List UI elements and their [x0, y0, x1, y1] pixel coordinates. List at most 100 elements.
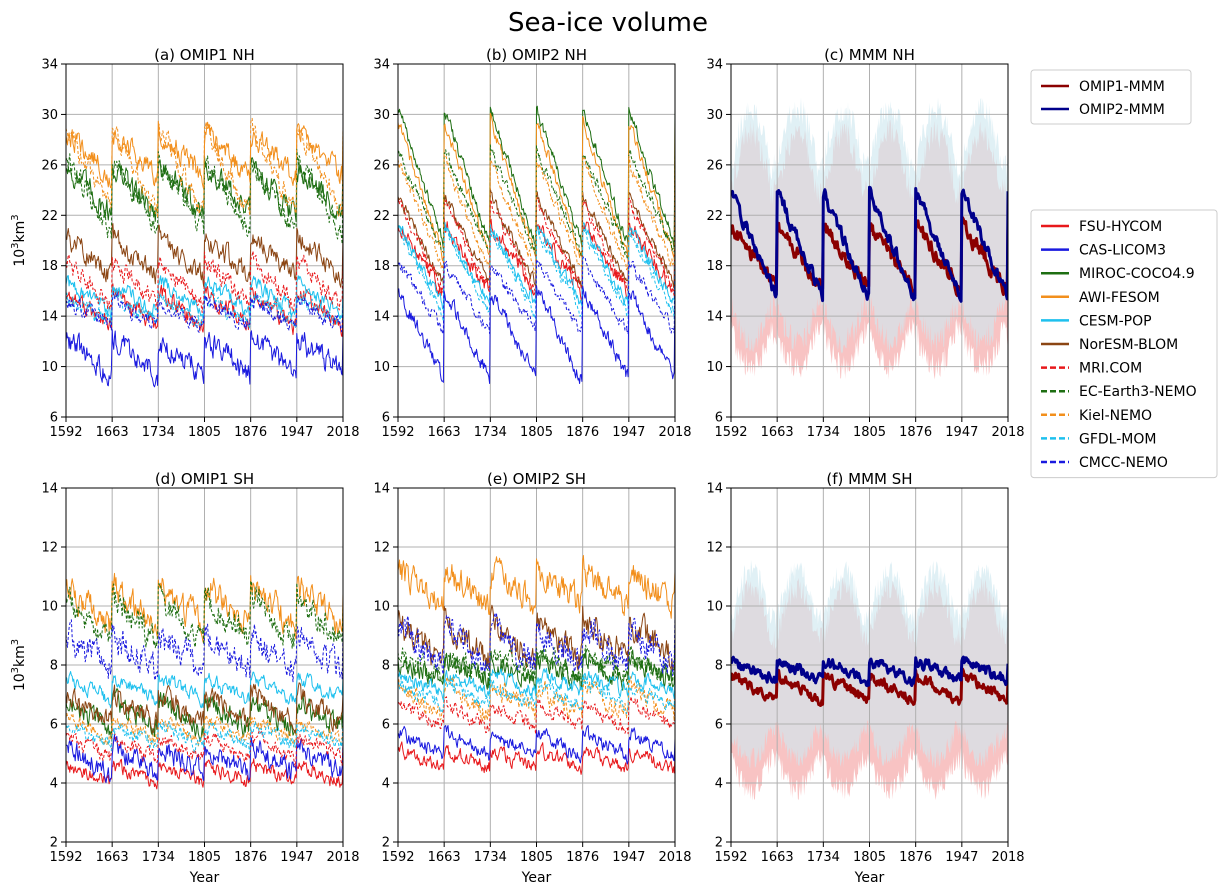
x-tick-label: 1947: [280, 850, 313, 865]
series-line-cmcc-nemo: [398, 256, 675, 335]
y-tick-label: 4: [382, 777, 390, 792]
x-tick-label: 1592: [49, 425, 82, 440]
x-axis-label: Year: [521, 870, 552, 886]
x-tick-label: 2018: [326, 850, 359, 865]
x-tick-label: 1663: [96, 425, 129, 440]
y-tick-label: 6: [50, 411, 58, 426]
y-tick-label: 10: [373, 360, 390, 375]
legend-label: MRI.COM: [1079, 361, 1142, 377]
series-line-cas-licom3: [66, 329, 343, 388]
y-tick-label: 10: [706, 600, 723, 615]
y-tick-label: 8: [382, 659, 390, 674]
y-tick-label: 34: [706, 58, 723, 73]
x-tick-label: 1592: [49, 850, 82, 865]
x-tick-label: 1734: [474, 850, 507, 865]
series-line-ec-earth3-nemo: [398, 640, 675, 688]
y-tick-label: 12: [373, 541, 390, 556]
legend-box: [1030, 69, 1192, 125]
x-tick-label: 1663: [428, 850, 461, 865]
y-tick-label: 10: [373, 600, 390, 615]
x-tick-label: 1805: [520, 425, 553, 440]
panel-title: (d) OMIP1 SH: [155, 470, 254, 488]
x-axis-label: Year: [189, 870, 220, 886]
panels: 1592 1663 1734 1805 1876 1947 2018610141822263…: [10, 46, 1025, 886]
y-tick-label: 10: [41, 600, 58, 615]
x-tick-label: 1734: [142, 850, 175, 865]
y-tick-label: 12: [41, 541, 58, 556]
x-tick-label: 1592: [714, 425, 747, 440]
series-line-gfdl-mom: [398, 676, 675, 715]
y-tick-label: 4: [50, 777, 58, 792]
legend-label: CAS-LICOM3: [1079, 243, 1166, 259]
x-tick-label: 1663: [428, 425, 461, 440]
panel-title: (a) OMIP1 NH: [154, 46, 255, 64]
y-tick-label: 6: [382, 718, 390, 733]
y-axis-label: 103km3: [10, 639, 28, 691]
x-tick-label: 1876: [566, 850, 599, 865]
series-line-cmcc-nemo: [66, 619, 343, 683]
legend-label: Kiel-NEMO: [1079, 408, 1152, 424]
panel-title: (c) MMM NH: [824, 46, 915, 64]
series-group: [398, 105, 675, 384]
legend-label: CESM-POP: [1079, 313, 1152, 329]
y-tick-label: 10: [706, 360, 723, 375]
x-tick-label: 1592: [381, 850, 414, 865]
panel-title: (f) MMM SH: [826, 470, 912, 488]
y-tick-label: 6: [50, 718, 58, 733]
legend-box: [1030, 209, 1218, 479]
series-line-cmcc-nemo: [66, 292, 343, 333]
series-line-omip2-mmm: [731, 185, 1008, 303]
y-tick-label: 14: [41, 310, 58, 325]
panel-e: 1592 1663 1734 1805 1876 1947 2018 2 4 6 8 10 12 14 (e…: [373, 470, 691, 886]
y-tick-label: 14: [373, 310, 390, 325]
x-tick-label: 1663: [96, 850, 129, 865]
legend-label: NorESM-BLOM: [1079, 337, 1178, 353]
y-tick-label: 12: [706, 541, 723, 556]
legend-models: FSU-HYCOM CAS-LICOM3 MIROC-COCO4.9 AWI-FESO…: [1030, 209, 1218, 479]
series-line-miroc-coco4-9: [398, 105, 675, 251]
x-tick-label: 1876: [899, 425, 932, 440]
x-tick-label: 1663: [761, 425, 794, 440]
y-tick-label: 18: [373, 259, 390, 274]
x-tick-label: 2018: [658, 425, 691, 440]
legend-mmm: OMIP1-MMM OMIP2-MMM: [1030, 69, 1192, 125]
x-tick-label: 1876: [234, 425, 267, 440]
series-line-kiel-nemo: [398, 155, 675, 275]
x-axis-label: Year: [854, 870, 885, 886]
series-group: [66, 572, 343, 790]
panel-title: (b) OMIP2 NH: [486, 46, 587, 64]
panel-title: (e) OMIP2 SH: [487, 470, 586, 488]
series-line-cesm-pop: [398, 667, 675, 701]
x-tick-label: 1805: [853, 425, 886, 440]
x-tick-label: 1734: [474, 425, 507, 440]
series-line-cas-licom3: [398, 725, 675, 765]
y-tick-label: 4: [715, 777, 723, 792]
y-tick-label: 18: [41, 259, 58, 274]
x-tick-label: 1876: [234, 850, 267, 865]
series-group: [66, 117, 343, 388]
y-tick-label: 22: [41, 209, 58, 224]
legend-label: OMIP1-MMM: [1079, 79, 1165, 95]
y-tick-label: 22: [706, 209, 723, 224]
series-line-omip2-mmm: [731, 655, 1008, 688]
y-tick-label: 6: [382, 411, 390, 426]
y-tick-label: 2: [715, 836, 723, 851]
series-line-noresm-blom: [66, 682, 343, 736]
x-tick-label: 1805: [188, 425, 221, 440]
x-tick-label: 1663: [761, 850, 794, 865]
y-tick-label: 22: [373, 209, 390, 224]
x-tick-label: 2018: [991, 425, 1024, 440]
x-tick-label: 1805: [520, 850, 553, 865]
y-tick-label: 6: [715, 411, 723, 426]
series-line-mri-com: [398, 695, 675, 735]
legend-label: EC-Earth3-NEMO: [1079, 384, 1197, 400]
series-line-gfdl-mom: [66, 719, 343, 754]
y-tick-label: 26: [41, 158, 58, 173]
x-tick-label: 1947: [612, 425, 645, 440]
series-line-mri-com: [66, 250, 343, 313]
y-tick-label: 14: [706, 310, 723, 325]
y-tick-label: 26: [706, 158, 723, 173]
x-tick-label: 1592: [381, 425, 414, 440]
x-tick-label: 1805: [188, 850, 221, 865]
